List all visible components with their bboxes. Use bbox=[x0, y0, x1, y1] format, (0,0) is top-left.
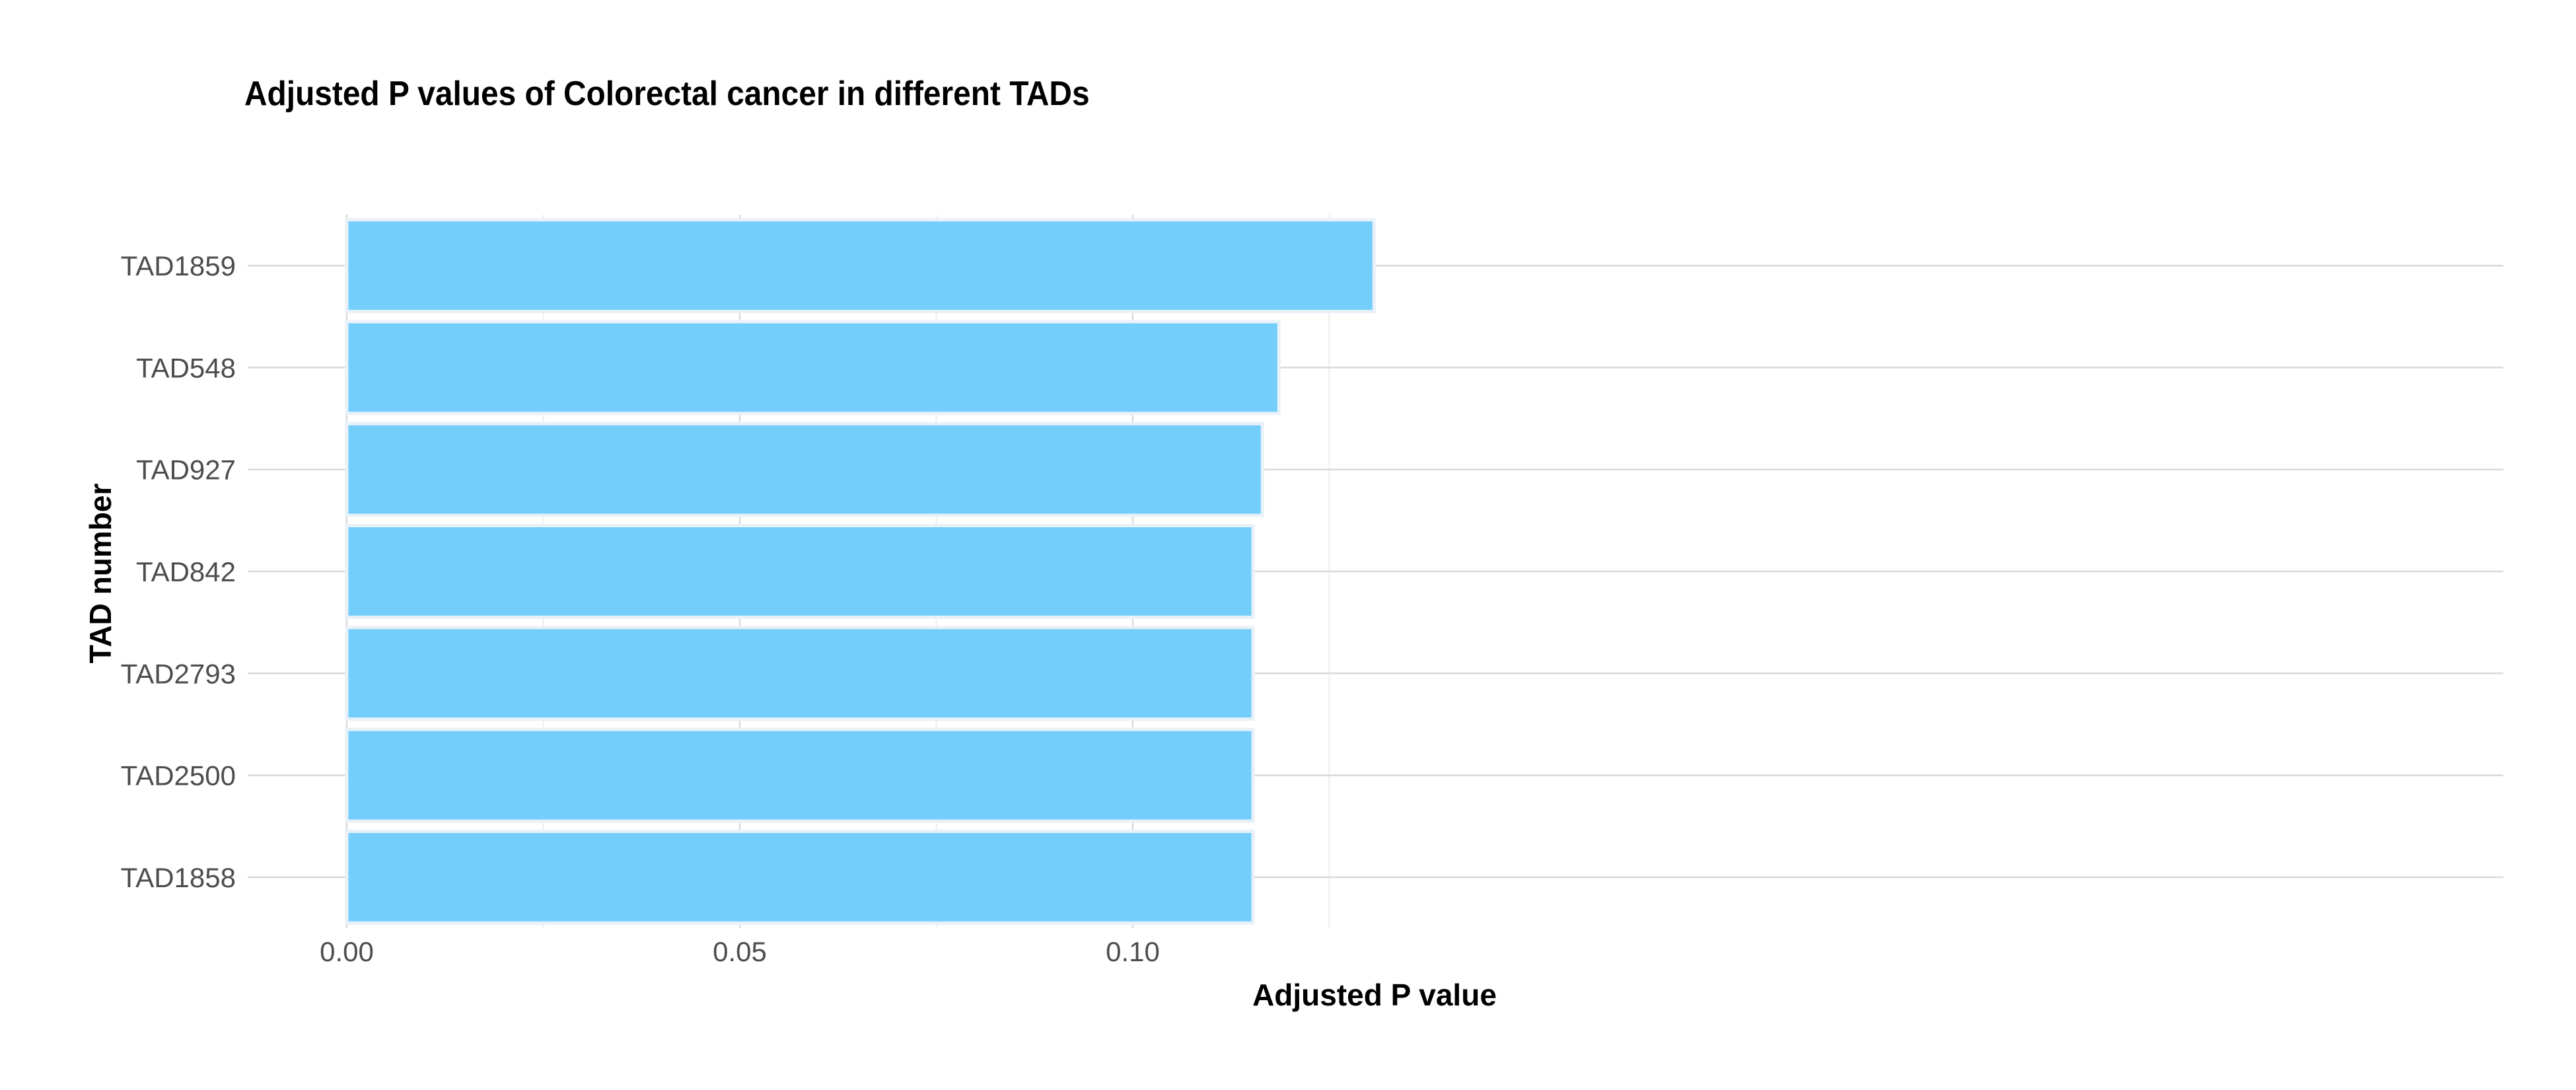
bar-tad1858 bbox=[345, 829, 1255, 925]
y-tick-label: TAD927 bbox=[136, 454, 236, 486]
x-tick-label: 0.10 bbox=[1106, 936, 1160, 967]
y-tick-label: TAD1859 bbox=[121, 250, 236, 281]
bar-tad1859 bbox=[345, 218, 1376, 314]
bar-tad927 bbox=[345, 421, 1264, 517]
x-tick-labels: 0.00 0.05 0.10 bbox=[320, 936, 1160, 967]
bar-layer bbox=[345, 218, 1376, 925]
y-tick-label: TAD842 bbox=[136, 556, 236, 587]
chart-title: Adjusted P values of Colorectal cancer i… bbox=[244, 75, 1090, 113]
y-tick-label: TAD1858 bbox=[121, 862, 236, 893]
y-tick-labels: TAD1859 TAD548 TAD927 TAD842 TAD2793 TAD2500 T… bbox=[121, 250, 236, 893]
y-tick-label: TAD2500 bbox=[121, 760, 236, 791]
y-axis-title: TAD number bbox=[83, 484, 118, 664]
bar-tad842 bbox=[345, 524, 1255, 619]
bar-tad2500 bbox=[345, 727, 1255, 823]
bar-tad548 bbox=[345, 320, 1281, 416]
bar-tad2793 bbox=[345, 626, 1255, 721]
x-axis-title: Adjusted P value bbox=[1252, 978, 1497, 1012]
x-tick-label: 0.00 bbox=[320, 936, 374, 967]
x-tick-label: 0.05 bbox=[713, 936, 767, 967]
y-tick-label: TAD548 bbox=[136, 352, 236, 383]
y-tick-label: TAD2793 bbox=[121, 658, 236, 689]
